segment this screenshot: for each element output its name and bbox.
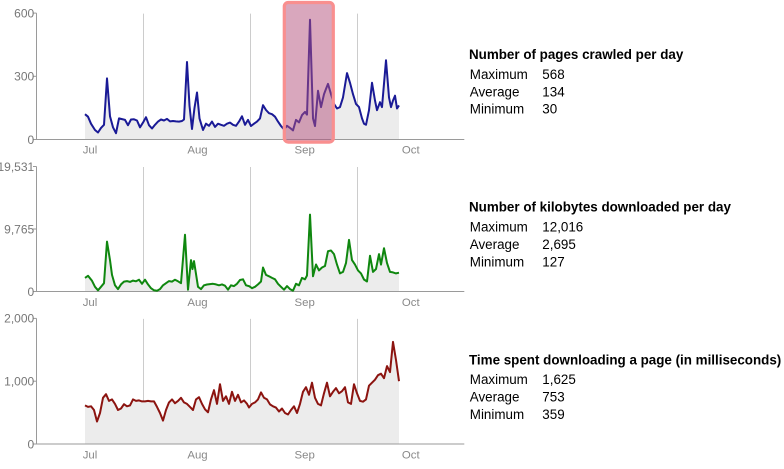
svg-text:Aug: Aug: [187, 145, 207, 157]
svg-text:30: 30: [542, 101, 557, 116]
svg-text:Aug: Aug: [187, 297, 207, 309]
svg-text:300: 300: [14, 70, 34, 84]
svg-text:Sep: Sep: [295, 145, 315, 157]
svg-text:Maximum: Maximum: [470, 220, 528, 235]
svg-text:1,625: 1,625: [542, 372, 576, 387]
svg-text:Oct: Oct: [402, 145, 421, 157]
svg-text:Maximum: Maximum: [470, 67, 528, 82]
svg-text:Number of kilobytes downloaded: Number of kilobytes downloaded per day: [469, 199, 731, 214]
svg-text:Average: Average: [470, 84, 520, 99]
svg-text:Oct: Oct: [402, 450, 421, 462]
svg-text:Jul: Jul: [83, 450, 98, 462]
svg-text:Maximum: Maximum: [470, 372, 528, 387]
svg-text:Sep: Sep: [295, 450, 315, 462]
svg-text:19,531: 19,531: [0, 160, 35, 174]
svg-text:Average: Average: [470, 237, 520, 252]
svg-text:753: 753: [542, 389, 564, 404]
svg-text:Average: Average: [470, 389, 520, 404]
svg-text:Number of pages crawled per da: Number of pages crawled per day: [469, 47, 684, 62]
svg-text:Sep: Sep: [295, 297, 315, 309]
svg-text:Minimum: Minimum: [470, 407, 524, 422]
svg-text:0: 0: [28, 437, 35, 451]
svg-text:9,765: 9,765: [4, 222, 34, 236]
svg-text:Minimum: Minimum: [470, 255, 524, 270]
svg-text:568: 568: [542, 67, 564, 82]
svg-text:359: 359: [542, 407, 564, 422]
svg-text:1,000: 1,000: [4, 375, 34, 389]
svg-text:600: 600: [14, 6, 34, 20]
svg-text:Time spent downloading a page: Time spent downloading a page (in millis…: [469, 352, 781, 367]
svg-text:Oct: Oct: [402, 297, 421, 309]
svg-text:12,016: 12,016: [542, 220, 583, 235]
svg-text:134: 134: [542, 84, 565, 99]
svg-text:Aug: Aug: [187, 450, 207, 462]
svg-text:Jul: Jul: [83, 297, 98, 309]
svg-text:Minimum: Minimum: [470, 101, 524, 116]
svg-text:Jul: Jul: [83, 145, 98, 157]
svg-text:0: 0: [28, 285, 35, 299]
svg-text:2,000: 2,000: [4, 312, 34, 326]
svg-text:0: 0: [28, 133, 35, 147]
svg-text:127: 127: [542, 255, 564, 270]
svg-text:2,695: 2,695: [542, 237, 576, 252]
